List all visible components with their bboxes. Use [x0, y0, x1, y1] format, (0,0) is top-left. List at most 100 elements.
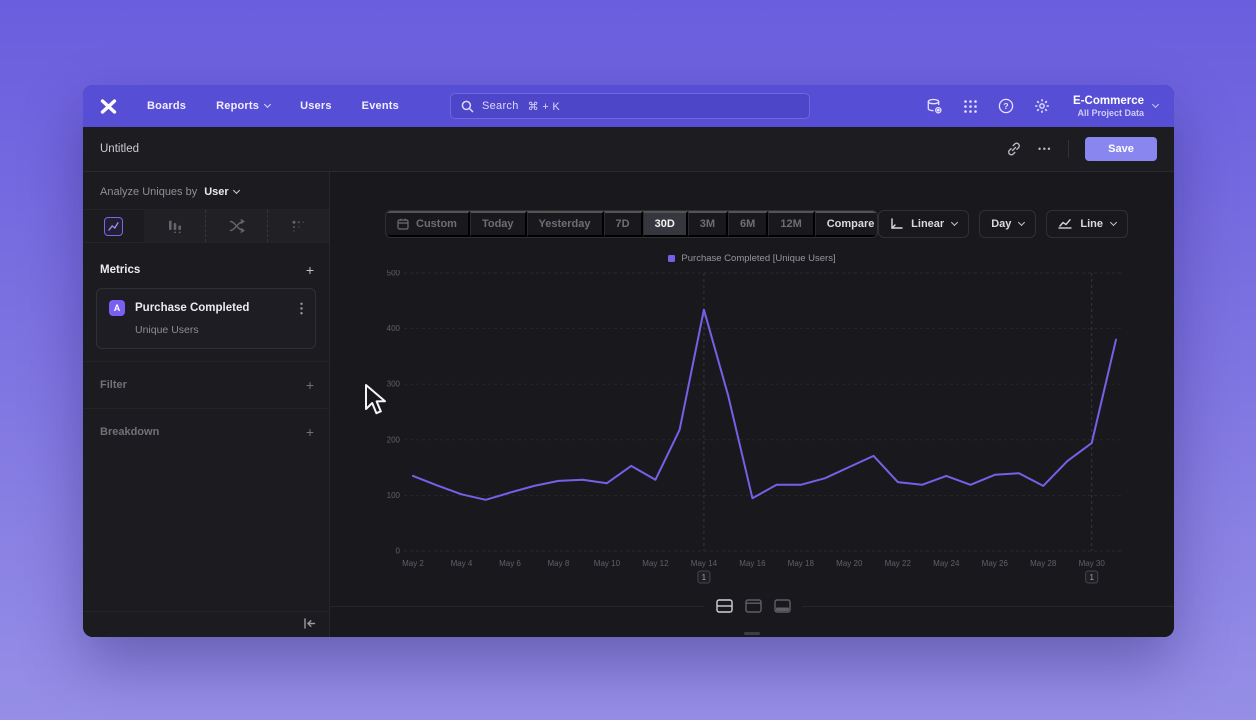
range-12m-button[interactable]: 12M [768, 211, 815, 237]
top-nav: Boards Reports Users Events Search ⌘ + K … [83, 85, 1174, 127]
annotation-badge[interactable] [697, 570, 711, 584]
tab-retention[interactable] [267, 210, 329, 242]
mixpanel-logo[interactable] [99, 98, 117, 114]
metrics-title: Metrics [100, 264, 141, 276]
add-breakdown-button[interactable]: + [305, 424, 314, 440]
nav-item-boards[interactable]: Boards [147, 100, 186, 112]
tab-insights[interactable] [83, 210, 144, 242]
x-axis-label: May 18 [788, 559, 815, 568]
nav-item-label: Users [300, 100, 332, 112]
apps-grid-icon[interactable] [961, 97, 979, 115]
y-axis-label: 300 [387, 380, 401, 389]
metric-card[interactable]: A Purchase Completed Unique Users [96, 288, 316, 349]
filter-title: Filter [100, 379, 127, 391]
range-yesterday-button[interactable]: Yesterday [526, 211, 604, 237]
x-axis-label: May 20 [836, 559, 863, 568]
scale-dropdown[interactable]: Linear [878, 210, 970, 238]
chevron-down-icon [264, 100, 272, 109]
range-6m-button[interactable]: 6M [728, 211, 769, 237]
tab-flows[interactable] [205, 210, 267, 242]
range-3m-button[interactable]: 3M [687, 211, 729, 237]
link-icon[interactable] [1006, 141, 1022, 157]
legend-swatch [668, 255, 676, 262]
range-today-button[interactable]: Today [469, 211, 527, 237]
range-custom-button[interactable]: Custom [386, 211, 470, 237]
analyze-uniques-dropdown[interactable]: User [204, 186, 240, 198]
collapse-sidebar-icon[interactable] [303, 616, 316, 634]
range-7d-button[interactable]: 7D [603, 211, 643, 237]
main-area: Analyze Uniques by User [83, 172, 1174, 637]
insights-tab-icon [104, 216, 123, 236]
x-axis-label: May 28 [1030, 559, 1057, 568]
nav-menu: Boards Reports Users Events [147, 100, 399, 112]
range-label: Custom [416, 218, 457, 230]
display-controls: Linear Day Line [878, 210, 1128, 238]
chart-legend[interactable]: Purchase Completed [Unique Users] [330, 253, 1174, 264]
range-label: 30D [654, 218, 675, 230]
compare-label: Compare [826, 218, 875, 230]
search-input[interactable]: Search ⌘ + K [450, 93, 810, 119]
scroll-indicator[interactable] [744, 632, 760, 635]
report-title[interactable]: Untitled [100, 143, 139, 155]
y-axis-label: 400 [387, 324, 401, 333]
layout-split-button[interactable] [712, 596, 736, 616]
metrics-header: Metrics + [83, 243, 329, 288]
chevron-down-icon [232, 186, 240, 195]
kebab-icon[interactable] [300, 302, 303, 315]
nav-item-label: Boards [147, 100, 187, 112]
line-series[interactable] [412, 308, 1117, 501]
nav-item-reports[interactable]: Reports [216, 100, 272, 112]
y-axis-label: 500 [387, 270, 401, 278]
data-management-icon[interactable] [925, 97, 943, 115]
settings-icon[interactable] [1033, 97, 1051, 115]
save-button[interactable]: Save [1085, 137, 1157, 161]
project-selector[interactable]: E-Commerce All Project Data [1073, 95, 1160, 118]
titlebar-actions: ••• Save [1006, 137, 1157, 161]
date-range-group: Custom Today Yesterday 7D 30D 3M 6M 12M … [385, 210, 879, 238]
more-icon[interactable]: ••• [1038, 144, 1052, 154]
layout-table-button[interactable] [770, 596, 794, 616]
range-label: 3M [699, 218, 716, 230]
y-axis-label: 200 [387, 435, 401, 444]
add-filter-button[interactable]: + [305, 377, 314, 393]
filter-section: Filter + [83, 361, 329, 408]
range-30d-button[interactable]: 30D [642, 211, 688, 237]
range-label: 7D [615, 218, 630, 230]
search-icon [461, 100, 474, 113]
search-placeholder: Search ⌘ + K [482, 99, 561, 113]
annotation-badge-label: 1 [1089, 573, 1094, 582]
app-window: Boards Reports Users Events Search ⌘ + K … [83, 85, 1174, 637]
add-metric-button[interactable]: + [305, 262, 314, 278]
scale-label: Linear [911, 218, 945, 230]
layout-split-icon [715, 599, 733, 613]
layout-table-icon [773, 599, 791, 613]
metric-subtitle[interactable]: Unique Users [135, 324, 199, 336]
nav-item-label: Reports [216, 100, 260, 112]
breakdown-title: Breakdown [100, 426, 160, 438]
interval-dropdown[interactable]: Day [979, 210, 1037, 238]
annotation-badge[interactable] [1085, 570, 1099, 584]
chart-panel: Custom Today Yesterday 7D 30D 3M 6M 12M … [330, 172, 1174, 637]
nav-item-events[interactable]: Events [362, 100, 399, 112]
help-icon[interactable]: ? [997, 97, 1015, 115]
metric-name: Purchase Completed [135, 302, 250, 314]
breakdown-section: Breakdown + [83, 408, 329, 455]
compare-button[interactable]: Compare [814, 211, 878, 237]
svg-text:?: ? [1003, 101, 1008, 111]
chevron-down-icon [1018, 218, 1026, 227]
divider [1068, 140, 1069, 158]
tab-funnels[interactable] [144, 210, 205, 242]
project-name: E-Commerce [1073, 94, 1144, 107]
x-axis-label: May 26 [982, 559, 1009, 568]
x-axis-label: May 2 [402, 559, 424, 568]
project-subtitle: All Project Data [1077, 107, 1144, 118]
nav-item-users[interactable]: Users [300, 100, 332, 112]
chart-type-dropdown[interactable]: Line [1046, 210, 1128, 238]
chevron-down-icon [951, 218, 959, 227]
layout-chart-button[interactable] [741, 596, 765, 616]
line-chart[interactable]: 0 100 200 300 400 500 May 2 May 4 May 6 May 8 May … [386, 270, 1136, 592]
line-chart-icon [1058, 219, 1073, 229]
analyze-prefix: Analyze Uniques by [100, 186, 198, 198]
project-text: E-Commerce All Project Data [1073, 95, 1144, 118]
